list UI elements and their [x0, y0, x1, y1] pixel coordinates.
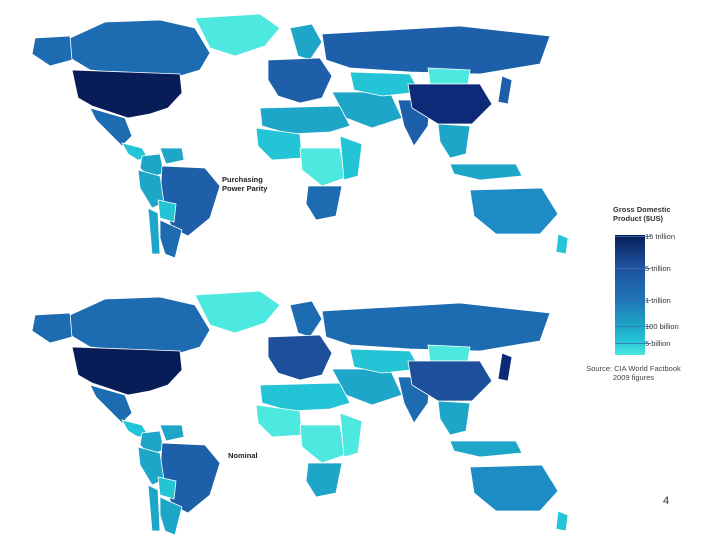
country-region-russia: [321, 25, 551, 75]
nominal-map-label: Nominal: [228, 451, 258, 460]
country-region-chile: [147, 207, 161, 255]
country-region-mexico: [89, 107, 133, 147]
ppp-world-map: [10, 8, 590, 258]
country-region-china: [407, 83, 493, 125]
country-region-scandinavia: [289, 300, 323, 338]
country-region-central_africa: [299, 147, 346, 187]
country-region-bolivia: [157, 476, 177, 500]
country-region-chile: [147, 484, 161, 532]
country-region-canada: [69, 19, 211, 77]
country-region-europe_west: [267, 334, 333, 381]
legend-source: Source: CIA World Factbook 2009 figures: [586, 364, 681, 382]
country-region-argentina: [159, 496, 183, 535]
legend-tick-line: [615, 300, 651, 301]
country-region-usa: [71, 69, 183, 119]
country-region-peru: [137, 169, 165, 209]
country-region-greenland: [194, 290, 281, 334]
legend-tick-line: [615, 268, 651, 269]
country-region-australia: [469, 464, 559, 512]
legend-tick-line: [615, 236, 651, 237]
country-region-se_asia: [437, 123, 471, 159]
country-region-nz: [555, 510, 569, 532]
country-region-south_africa: [305, 185, 343, 221]
nominal-world-map: [10, 285, 590, 535]
country-region-central_asia: [349, 348, 421, 374]
country-region-greenland: [194, 13, 281, 57]
country-region-east_africa: [339, 135, 363, 181]
country-region-bolivia: [157, 199, 177, 223]
nominal-map-svg: [31, 290, 569, 535]
legend-tick-label: 1 trillion: [645, 296, 671, 305]
country-region-nz: [555, 233, 569, 255]
legend-tick-label: 5 billion: [645, 339, 671, 348]
country-region-mexico: [89, 384, 133, 424]
country-region-se_asia: [437, 400, 471, 436]
country-region-north_africa: [259, 382, 351, 412]
country-region-alaska: [31, 35, 73, 67]
country-region-indonesia: [449, 440, 523, 458]
country-region-europe_west: [267, 57, 333, 104]
country-region-usa: [71, 346, 183, 396]
country-region-west_africa: [255, 404, 303, 438]
country-region-central_africa: [299, 424, 346, 464]
country-region-central_asia: [349, 71, 421, 97]
legend-color-scale: [615, 235, 645, 355]
country-region-indonesia: [449, 163, 523, 181]
country-region-japan: [497, 75, 513, 105]
country-region-west_africa: [255, 127, 303, 161]
legend-tick-label: 15 trillion: [645, 232, 676, 241]
country-region-scandinavia: [289, 23, 323, 61]
legend-title: Gross Domestic Product ($US): [613, 205, 671, 223]
legend-tick-label: 100 billion: [645, 322, 679, 331]
legend-tick-line: [615, 326, 651, 327]
legend-tick-label: 5 trillion: [645, 264, 671, 273]
country-region-south_africa: [305, 462, 343, 498]
ppp-map-label: Purchasing Power Parity: [222, 175, 268, 193]
country-region-mongolia: [427, 67, 471, 85]
country-region-australia: [469, 187, 559, 235]
page-number: 4: [663, 495, 670, 507]
country-region-peru: [137, 446, 165, 486]
country-region-alaska: [31, 312, 73, 344]
country-region-venezuela: [159, 147, 185, 165]
country-region-east_africa: [339, 412, 363, 458]
country-region-china: [407, 360, 493, 402]
country-region-north_africa: [259, 105, 351, 135]
country-region-argentina: [159, 219, 183, 258]
country-region-japan: [497, 352, 513, 382]
country-region-russia: [321, 302, 551, 352]
country-region-venezuela: [159, 424, 185, 442]
ppp-map-svg: [31, 13, 569, 258]
country-region-mongolia: [427, 344, 471, 362]
country-region-canada: [69, 296, 211, 354]
legend-tick-line: [615, 343, 651, 344]
